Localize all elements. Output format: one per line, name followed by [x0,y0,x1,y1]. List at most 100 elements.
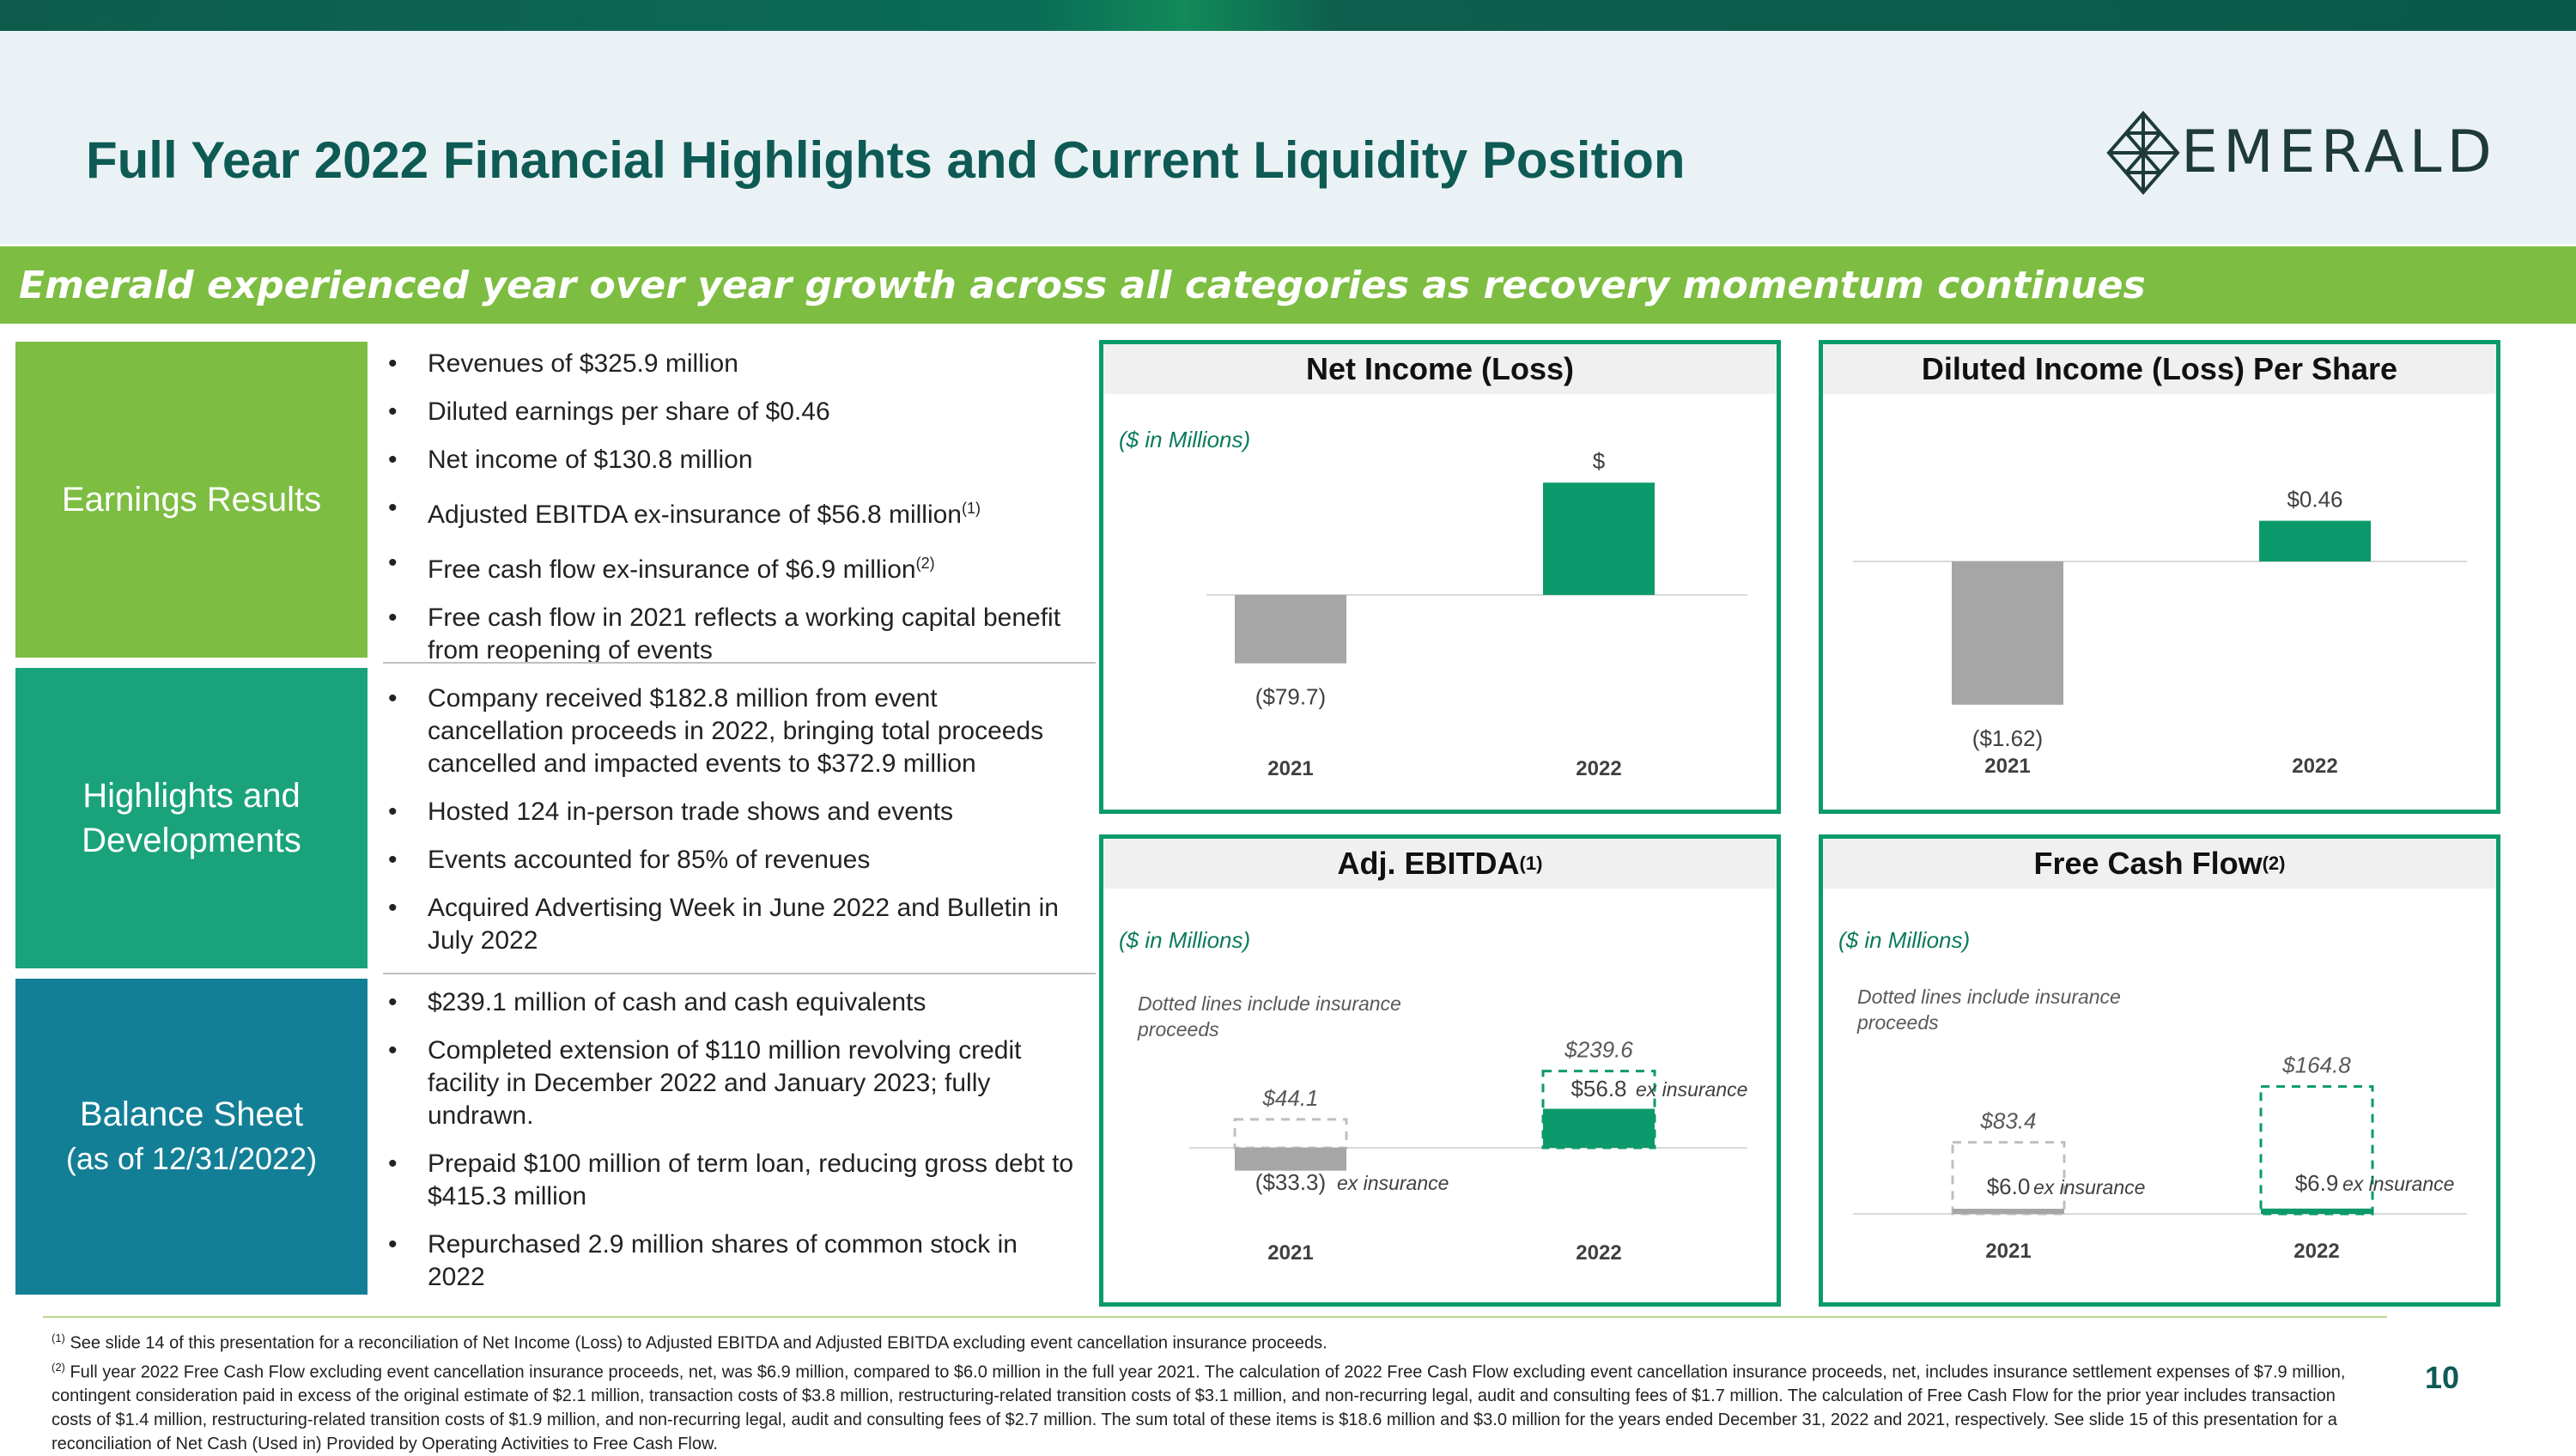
bar-2022 [1543,482,1655,595]
data-label: $0.46 [2287,487,2342,513]
chart-note: proceeds [1856,1011,1939,1034]
bullet-text: Free cash flow in 2021 reflects a workin… [428,604,1061,664]
bar-2021 [1952,561,2063,705]
chart-title-text: Free Cash Flow [2033,846,2263,881]
footnote-ref: (1) [1519,852,1543,874]
footnotes: (1) See slide 14 of this presentation fo… [52,1326,2370,1456]
data-label-incl-insurance: $164.8 [2281,1053,2351,1078]
bullet-text: Completed extension of $110 million revo… [428,1036,1022,1130]
x-tick-label: 2021 [1985,1240,2031,1263]
ex-insurance-label: ex insurance [2033,1176,2145,1198]
page-number: 10 [2425,1360,2460,1395]
footnote-2: (2) Full year 2022 Free Cash Flow exclud… [52,1356,2370,1456]
bullet-text: Company received $182.8 million from eve… [428,684,1044,778]
list-item: Adjusted EBITDA ex-insurance of $56.8 mi… [383,492,1078,531]
logo-wordmark: EMERALD [2181,118,2497,186]
bullet-text: Hosted 124 in-person trade shows and eve… [428,798,954,826]
data-label-ex-insurance: $6.0 [1987,1174,2031,1199]
bullet-text: Events accounted for 85% of revenues [428,846,871,874]
header-background [0,31,2576,244]
list-item: Repurchased 2.9 million shares of common… [383,1228,1078,1294]
dashed-bar-incl-insurance-2021 [1233,1118,1348,1150]
highlights-box: Highlights and Developments [15,668,368,968]
bullet-text: Adjusted EBITDA ex-insurance of $56.8 mi… [428,500,962,529]
unit-note: ($ in Millions) [1119,427,1250,452]
x-tick-label: 2022 [2293,1240,2339,1263]
bullet-text: Free cash flow ex-insurance of $6.9 mill… [428,555,916,584]
free-cash-flow-chart: ($ in Millions) Dotted lines include insu… [1838,927,2467,1263]
footnote-text: See slide 14 of this presentation for a … [70,1333,1327,1353]
list-item: Hosted 124 in-person trade shows and eve… [383,796,1078,828]
highlights-label-line2: Developments [82,822,301,859]
unit-note: ($ in Millions) [1119,927,1250,953]
chart-title-text: Adj. EBITDA [1337,846,1520,881]
chart-title-text: Net Income (Loss) [1305,351,1575,386]
subtitle-banner [0,246,2576,324]
emerald-logo [2106,110,2180,196]
list-item: Free cash flow ex-insurance of $6.9 mill… [383,547,1078,586]
data-label-ex-insurance: $56.8 [1571,1076,1626,1101]
top-accent-band [0,0,2576,31]
section-divider [383,662,1096,664]
footnote-divider [43,1316,2387,1318]
list-item: Events accounted for 85% of revenues [383,844,1078,877]
bullet-text: Prepaid $100 million of term loan, reduc… [428,1150,1074,1210]
footnote-ref: (1) [962,500,981,517]
chart-note: proceeds [1137,1018,1219,1040]
x-tick-label: 2021 [1984,755,2030,778]
banner-text: Emerald experienced year over year growt… [19,264,2146,307]
ex-insurance-label: ex insurance [2342,1173,2454,1195]
bullet-text: Diluted earnings per share of $0.46 [428,397,830,426]
bar-ex-insurance-2021 [1953,1209,2064,1214]
list-item: Net income of $130.8 million [383,444,1078,476]
chart-note: Dotted lines include insurance [1138,992,1401,1015]
bar-ex-insurance-2021 [1235,1148,1346,1171]
earnings-results-box: Earnings Results [15,342,368,658]
adj-ebitda-panel: Adj. EBITDA (1) ($ in Millions) Dotted lin… [1099,834,1781,1307]
data-label: ($1.62) [1972,725,2043,751]
chart-title-text: Diluted Income (Loss) Per Share [1921,351,2398,386]
earnings-bullets: Revenues of $325.9 million Diluted earni… [383,348,1078,682]
footnote-ref: (2) [915,555,935,572]
balance-sheet-box: Balance Sheet (as of 12/31/2022) [15,979,368,1295]
free-cash-flow-panel: Free Cash Flow (2) ($ in Millions) Dotted … [1819,834,2500,1307]
x-tick-label: 2022 [2292,755,2337,778]
list-item: Prepaid $100 million of term loan, reduc… [383,1148,1078,1213]
footnote-1: (1) See slide 14 of this presentation fo… [52,1326,2370,1356]
highlights-bullets: Company received $182.8 million from eve… [383,682,1078,973]
chart-title: Free Cash Flow (2) [1823,839,2496,889]
list-item: Acquired Advertising Week in June 2022 a… [383,892,1078,957]
list-item: $239.1 million of cash and cash equivale… [383,986,1078,1019]
balance-bullets: $239.1 million of cash and cash equivale… [383,986,1078,1309]
emerald-gem-icon [2106,110,2180,196]
x-tick-label: 2022 [1576,1241,1621,1265]
bar-2021 [1235,595,1346,664]
chart-note: Dotted lines include insurance [1857,986,2121,1008]
bullet-text: Net income of $130.8 million [428,446,753,474]
bar-ex-insurance-2022 [2261,1208,2372,1214]
ex-insurance-label: ex insurance [1337,1172,1449,1194]
list-item: Revenues of $325.9 million [383,348,1078,380]
bullet-text: Acquired Advertising Week in June 2022 a… [428,894,1059,955]
earnings-results-label: Earnings Results [61,481,322,519]
data-label-ex-insurance: $6.9 [2295,1170,2339,1196]
ex-insurance-label: ex insurance [1636,1078,1747,1101]
section-divider [383,973,1096,974]
footnote-marker: (1) [52,1332,65,1344]
data-label-incl-insurance: $83.4 [1979,1108,2036,1134]
footnote-text: Full year 2022 Free Cash Flow excluding … [52,1362,2346,1454]
chart-title: Net Income (Loss) [1103,344,1777,394]
chart-title: Adj. EBITDA (1) [1103,839,1777,889]
bar-ex-insurance-2022 [1543,1108,1655,1148]
net-income-panel: Net Income (Loss) ($ in Millions) ($79.7)… [1099,340,1781,814]
footnote-marker: (2) [52,1360,65,1374]
eps-panel: Diluted Income (Loss) Per Share ($1.62) 2… [1819,340,2500,814]
bullet-text: Revenues of $325.9 million [428,349,738,378]
data-label-ex-insurance: ($33.3) [1255,1169,1326,1195]
page-title: Full Year 2022 Financial Highlights and … [86,131,1686,189]
data-label: ($79.7) [1255,684,1326,710]
chart-title: Diluted Income (Loss) Per Share [1823,344,2496,394]
data-label-incl-insurance: $44.1 [1261,1085,1318,1111]
bullet-text: $239.1 million of cash and cash equivale… [428,988,927,1016]
bar-2022 [2259,520,2371,561]
